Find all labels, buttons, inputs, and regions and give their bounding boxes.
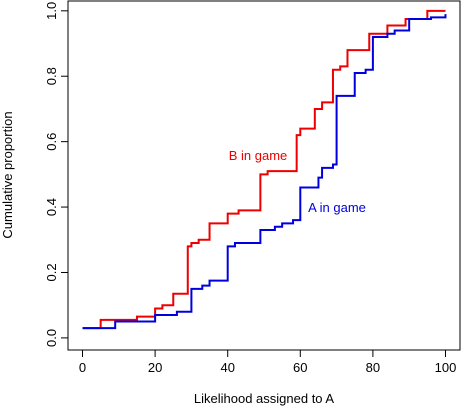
x-tick-label: 0 [79,360,86,375]
y-tick-label: 0.0 [44,329,59,347]
y-tick-label: 0.6 [44,133,59,151]
plot-box [67,0,461,351]
y-tick-label: 1.0 [44,2,59,20]
x-tick-label: 80 [366,360,380,375]
series-label: A in game [308,200,366,215]
x-axis-label: Likelihood assigned to A [194,391,335,406]
y-tick-label: 0.4 [44,198,59,216]
x-tick-label: 60 [293,360,307,375]
x-tick-label: 40 [220,360,234,375]
series-line [82,14,447,330]
x-tick-label: 100 [435,360,457,375]
y-axis-label: Cumulative proportion [0,111,15,238]
series-label: B in game [229,148,288,163]
y-tick-label: 0.8 [44,67,59,85]
y-tick-label: 0.2 [44,263,59,281]
x-tick-label: 20 [148,360,162,375]
series-line [82,9,446,330]
